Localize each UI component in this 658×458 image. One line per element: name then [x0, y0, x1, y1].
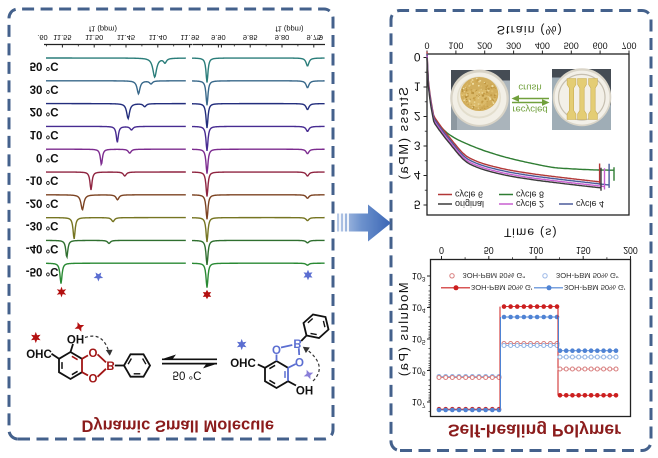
svg-text:3OH-PBM 50% G′: 3OH-PBM 50% G′ [564, 283, 626, 292]
svg-text:O: O [89, 346, 98, 358]
svg-text:Self-healing Polymer: Self-healing Polymer [448, 421, 621, 441]
svg-text:3OH-PBM 50% G′: 3OH-PBM 50% G′ [471, 283, 533, 292]
svg-text:Modulus (Pa): Modulus (Pa) [396, 282, 411, 377]
svg-text:1: 1 [414, 80, 421, 94]
svg-text:cycle 2: cycle 2 [516, 199, 544, 209]
svg-text:cycle 8: cycle 8 [516, 189, 544, 199]
svg-text:600: 600 [593, 41, 608, 51]
svg-text:300: 300 [506, 41, 521, 51]
svg-text:-30 °C: -30 °C [26, 219, 59, 231]
svg-text:10 °C: 10 °C [30, 128, 59, 140]
svg-text:original: original [455, 199, 484, 209]
svg-text:200: 200 [477, 41, 492, 51]
svg-text:9.80: 9.80 [275, 33, 290, 42]
svg-text:9.75: 9.75 [306, 33, 321, 42]
svg-text:11.40: 11.40 [149, 33, 167, 42]
svg-text:30 °C: 30 °C [30, 82, 59, 94]
svg-text:B: B [106, 359, 114, 371]
svg-text:O: O [295, 355, 304, 367]
svg-text:-50 °C: -50 °C [26, 265, 59, 277]
svg-text:100: 100 [448, 41, 463, 51]
svg-text:9.85: 9.85 [243, 33, 258, 42]
svg-text:0: 0 [424, 41, 429, 51]
svg-text:20 °C: 20 °C [30, 105, 59, 117]
svg-text:4: 4 [414, 168, 421, 182]
svg-text:104: 104 [412, 303, 426, 314]
svg-text:recycled: recycled [512, 104, 547, 115]
svg-text:0: 0 [439, 244, 444, 256]
svg-text:200: 200 [623, 244, 638, 256]
svg-text:2: 2 [414, 109, 421, 123]
svg-text:3: 3 [414, 139, 421, 153]
svg-text:f1 (ppm): f1 (ppm) [276, 25, 304, 34]
svg-text:50: 50 [484, 244, 494, 256]
svg-text:5: 5 [414, 198, 421, 212]
svg-text:f1 (ppm): f1 (ppm) [89, 25, 117, 34]
svg-text:700: 700 [621, 41, 636, 51]
svg-text:50 °C: 50 °C [30, 60, 59, 72]
svg-text:0 °C: 0 °C [36, 151, 59, 163]
svg-text:OH: OH [296, 383, 313, 395]
svg-text:3OH-PBM 50% G″: 3OH-PBM 50% G″ [556, 271, 619, 280]
svg-text:B: B [293, 337, 301, 349]
svg-text:11.45: 11.45 [117, 33, 135, 42]
svg-text:Stress (MPa): Stress (MPa) [396, 87, 411, 181]
svg-text:11.50: 11.50 [85, 33, 103, 42]
svg-text:11.35: 11.35 [180, 33, 198, 42]
svg-text:OH: OH [67, 332, 84, 344]
svg-text:500: 500 [564, 41, 579, 51]
svg-text:0: 0 [414, 50, 421, 64]
svg-text:crush: crush [518, 82, 541, 93]
svg-text:cycle 6: cycle 6 [455, 189, 483, 199]
svg-text:9.90: 9.90 [211, 33, 226, 42]
svg-text:.60: .60 [37, 33, 47, 42]
svg-text:Dynamic Small Molecule: Dynamic Small Molecule [82, 416, 275, 434]
svg-text:3OH-PBM 50% G″: 3OH-PBM 50% G″ [463, 271, 526, 280]
svg-text:cycle 4: cycle 4 [576, 199, 604, 209]
svg-text:105: 105 [412, 334, 426, 345]
svg-text:-20 °C: -20 °C [26, 196, 59, 208]
svg-text:50 °C: 50 °C [173, 369, 202, 381]
svg-text:9: 9 [319, 33, 323, 42]
svg-text:Strain (%): Strain (%) [497, 23, 563, 37]
svg-text:O: O [272, 343, 281, 355]
svg-text:O: O [89, 371, 98, 383]
svg-text:Time (s): Time (s) [504, 225, 558, 239]
svg-text:400: 400 [535, 41, 550, 51]
svg-text:-40 °C: -40 °C [26, 242, 59, 254]
svg-text:11.55: 11.55 [53, 33, 71, 42]
svg-text:150: 150 [576, 244, 591, 256]
svg-text:OHC: OHC [230, 356, 256, 368]
svg-text:103: 103 [412, 271, 426, 282]
svg-text:100: 100 [529, 244, 544, 256]
svg-text:-10 °C: -10 °C [26, 174, 59, 186]
svg-text:95: 95 [191, 33, 199, 42]
svg-text:107: 107 [412, 397, 426, 408]
svg-text:OHC: OHC [26, 347, 52, 359]
svg-text:106: 106 [412, 366, 426, 377]
